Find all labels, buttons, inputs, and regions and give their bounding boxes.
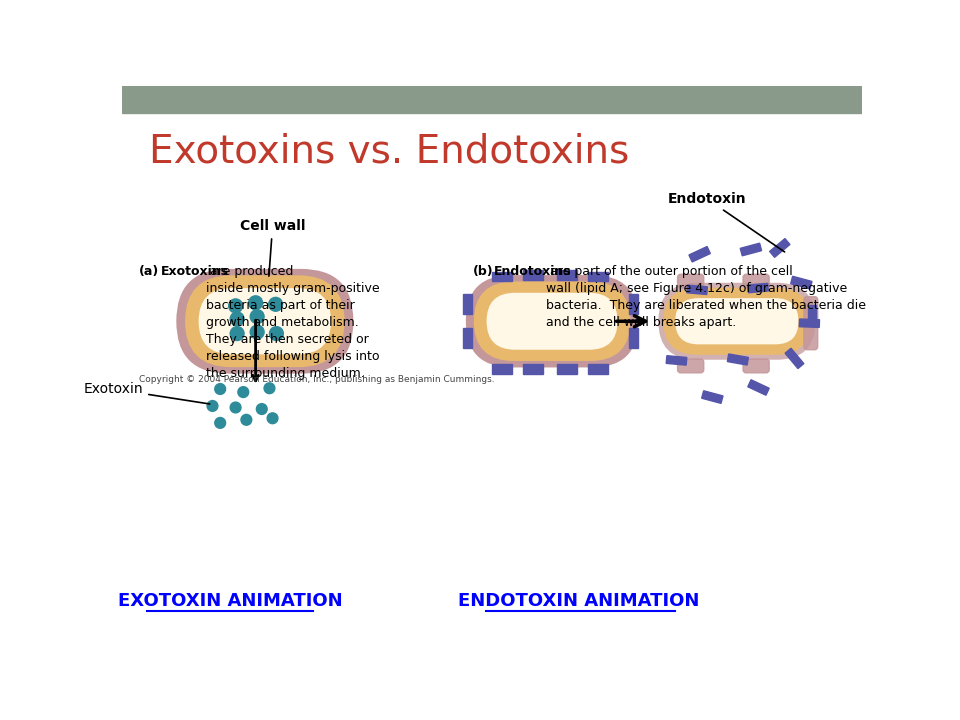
FancyBboxPatch shape [487, 293, 617, 350]
Bar [689, 246, 710, 262]
Text: Endotoxin: Endotoxin [667, 192, 784, 252]
Circle shape [264, 383, 275, 394]
Circle shape [207, 400, 218, 411]
Text: Cell wall: Cell wall [240, 220, 305, 276]
FancyBboxPatch shape [199, 288, 331, 354]
Text: are produced
inside mostly gram-positive
bacteria as part of their
growth and me: are produced inside mostly gram-positive… [206, 265, 380, 380]
FancyBboxPatch shape [678, 359, 704, 373]
Bar [463, 294, 472, 315]
Bar [800, 319, 820, 328]
Bar [492, 364, 512, 374]
Bar [666, 356, 686, 365]
Circle shape [238, 387, 249, 397]
Bar [492, 272, 512, 282]
Text: are part of the outer portion of the cell
wall (lipid A; see Figure 4.12c) of gr: are part of the outer portion of the cel… [546, 265, 866, 329]
Text: Endotoxins: Endotoxins [494, 265, 572, 278]
Text: ENDOTOXIN ANIMATION: ENDOTOXIN ANIMATION [458, 592, 700, 610]
Circle shape [230, 312, 244, 326]
Text: (b): (b) [472, 265, 493, 278]
Bar [748, 379, 769, 395]
FancyBboxPatch shape [177, 269, 353, 374]
FancyBboxPatch shape [675, 298, 799, 344]
FancyBboxPatch shape [666, 290, 807, 352]
Circle shape [230, 402, 241, 413]
Text: Copyright © 2004 Pearson Education, Inc., publishing as Benjamin Cummings.: Copyright © 2004 Pearson Education, Inc.… [139, 375, 495, 384]
Bar [702, 391, 723, 403]
Bar [123, 86, 861, 113]
FancyBboxPatch shape [476, 284, 628, 359]
Text: Exotoxins vs. Endotoxins: Exotoxins vs. Endotoxins [150, 132, 630, 171]
Circle shape [269, 297, 282, 311]
Bar [629, 294, 638, 315]
Bar [748, 284, 768, 293]
Circle shape [215, 418, 226, 428]
Bar [463, 328, 472, 348]
FancyBboxPatch shape [659, 283, 815, 360]
Circle shape [270, 327, 283, 341]
Bar [629, 328, 638, 348]
Bar [558, 364, 578, 374]
Text: (a): (a) [139, 265, 159, 278]
Circle shape [241, 415, 252, 426]
FancyBboxPatch shape [678, 274, 704, 288]
Text: Exotoxins: Exotoxins [161, 265, 228, 278]
Bar [740, 243, 761, 256]
Circle shape [251, 325, 264, 339]
Bar [770, 238, 790, 257]
Bar [728, 354, 749, 365]
Bar [588, 272, 609, 282]
Bar [588, 364, 609, 374]
Bar [523, 271, 542, 279]
Circle shape [230, 327, 244, 341]
Circle shape [249, 296, 262, 310]
Bar [785, 348, 804, 369]
FancyBboxPatch shape [804, 297, 818, 323]
Circle shape [267, 413, 278, 423]
Bar [791, 276, 812, 289]
Circle shape [228, 299, 243, 312]
FancyBboxPatch shape [466, 275, 638, 367]
Bar [808, 305, 816, 325]
FancyBboxPatch shape [188, 278, 342, 364]
FancyBboxPatch shape [743, 359, 769, 373]
Text: Exotoxin: Exotoxin [84, 382, 209, 404]
Bar [558, 271, 578, 279]
Circle shape [256, 404, 267, 415]
Circle shape [215, 384, 226, 395]
FancyBboxPatch shape [743, 274, 769, 288]
Bar [523, 364, 542, 374]
Text: EXOTOXIN ANIMATION: EXOTOXIN ANIMATION [118, 592, 343, 610]
Circle shape [251, 310, 264, 323]
FancyBboxPatch shape [804, 323, 818, 350]
Bar [686, 285, 708, 294]
